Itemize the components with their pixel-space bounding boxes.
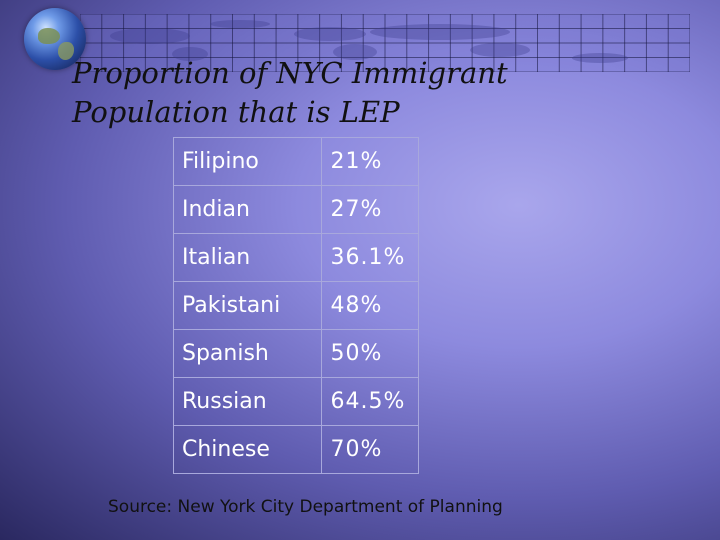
value-cell: 36.1% (321, 233, 419, 282)
category-cell: Filipino (172, 137, 323, 186)
map-landmass (572, 53, 628, 63)
value-cell: 48% (321, 281, 419, 330)
globe-land-shape (58, 42, 74, 60)
map-landmass (333, 44, 377, 60)
value-cell: 50% (321, 329, 419, 378)
slide-title-line-2: Population that is LEP (72, 95, 400, 129)
map-landmass (470, 43, 530, 57)
value-cell: 27% (321, 185, 419, 234)
category-cell: Russian (172, 377, 323, 426)
source-note: Source: New York City Department of Plan… (108, 497, 503, 517)
table-row: Filipino 21% (172, 137, 419, 186)
world-map-grid (80, 14, 690, 72)
table-row: Italian 36.1% (172, 233, 419, 282)
map-landmass (294, 27, 366, 41)
value-cell: 21% (321, 137, 419, 186)
category-cell: Italian (172, 233, 323, 282)
table-row: Indian 27% (172, 185, 419, 234)
category-cell: Spanish (172, 329, 323, 378)
category-cell: Pakistani (172, 281, 323, 330)
lep-table-body: Filipino 21% Indian 27% Italian 36.1% Pakistan… (172, 137, 419, 474)
value-cell: 70% (321, 425, 419, 474)
map-landmass (110, 28, 190, 44)
slide-title: Proportion of NYC Immigrant Population t… (72, 54, 592, 132)
table-row: Pakistani 48% (172, 281, 419, 330)
globe-land-shape (38, 28, 60, 44)
table-row: Chinese 70% (172, 425, 419, 474)
lep-table: Filipino 21% Indian 27% Italian 36.1% Pakistan… (172, 137, 419, 474)
category-cell: Indian (172, 185, 323, 234)
category-cell: Chinese (172, 425, 323, 474)
table-row: Spanish 50% (172, 329, 419, 378)
map-landmass (172, 47, 208, 61)
value-cell: 64.5% (321, 377, 419, 426)
map-landmass (370, 24, 510, 40)
table-row: Russian 64.5% (172, 377, 419, 426)
slide-title-line-1: Proportion of NYC Immigrant (72, 56, 508, 90)
map-landmass (210, 20, 270, 28)
globe-icon (24, 8, 86, 70)
